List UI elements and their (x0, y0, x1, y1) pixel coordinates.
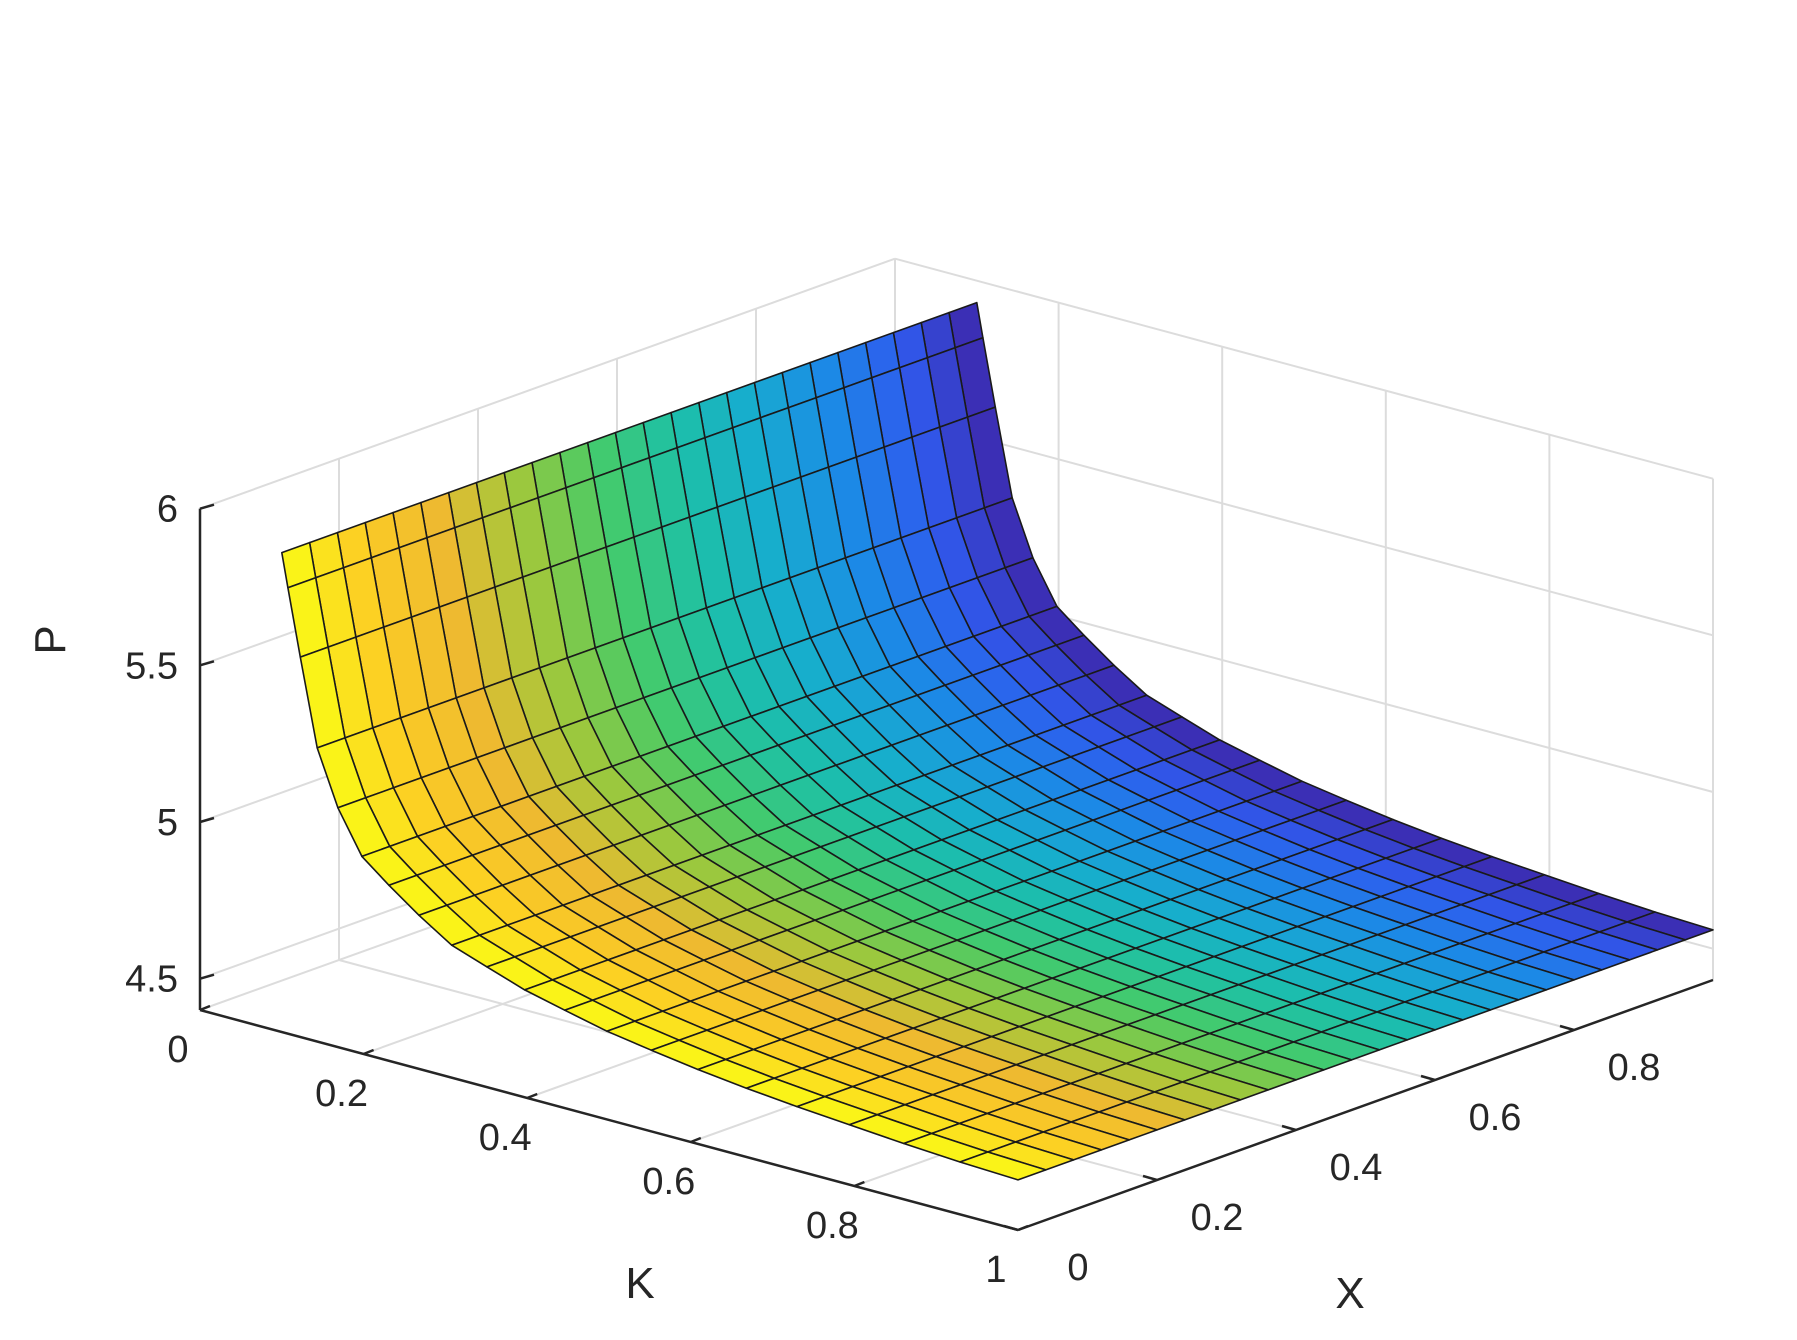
k-tick-mark (526, 1092, 538, 1100)
p-tick-label: 6 (157, 489, 178, 531)
k-tick-label: 0.2 (315, 1073, 368, 1115)
k-tick-mark (853, 1180, 865, 1188)
k-tick-mark (199, 1004, 211, 1012)
surface-patch (959, 1151, 1047, 1181)
x-tick-label: 0.2 (1191, 1197, 1244, 1239)
x-tick-label: 0 (1067, 1247, 1088, 1289)
x-tick-label: 0.8 (1608, 1047, 1661, 1089)
p-tick-label: 4.5 (125, 959, 178, 1001)
p-tick-label: 5.5 (125, 645, 178, 687)
grid-line (894, 257, 1714, 480)
x-tick-mark (1420, 1074, 1436, 1082)
k-tick-mark (1017, 1224, 1029, 1232)
x-tick-mark (1559, 1024, 1575, 1032)
k-tick-label: 0.8 (806, 1205, 859, 1247)
k-tick-label: 0.4 (479, 1117, 532, 1159)
x-tick-label: 0.6 (1469, 1097, 1522, 1139)
axes-box (198, 508, 1714, 1232)
x-tick-mark (1142, 1174, 1158, 1182)
p-tick-mark (199, 816, 215, 824)
p-axis-label: P (26, 625, 75, 654)
k-axis-label: K (625, 1259, 654, 1308)
x-tick-mark (1003, 1224, 1019, 1232)
p-tick-mark (199, 973, 215, 980)
axis-ticks: 0 0.2 0.4 0.6 0.8 1 0 0.2 0.4 0.6 0.8 4.5 5 5.5 6 (125, 489, 1660, 1291)
grid-line (894, 414, 1714, 637)
k-axis-line (199, 1008, 1019, 1232)
x-axis-label: X (1335, 1269, 1364, 1318)
k-tick-mark (363, 1048, 375, 1056)
x-tick-mark (1281, 1124, 1297, 1132)
p-tick-mark (199, 660, 215, 667)
x-tick-label: 0.4 (1330, 1147, 1383, 1189)
p-tick-mark (199, 503, 215, 510)
k-tick-label: 1 (985, 1249, 1006, 1291)
k-tick-label: 0.6 (642, 1161, 695, 1203)
k-tick-label: 0 (167, 1029, 188, 1071)
k-tick-mark (690, 1136, 702, 1144)
surface-mesh (280, 301, 1714, 1181)
grid-line (199, 257, 896, 510)
x-axis-line (1017, 978, 1714, 1232)
p-tick-label: 5 (157, 802, 178, 844)
